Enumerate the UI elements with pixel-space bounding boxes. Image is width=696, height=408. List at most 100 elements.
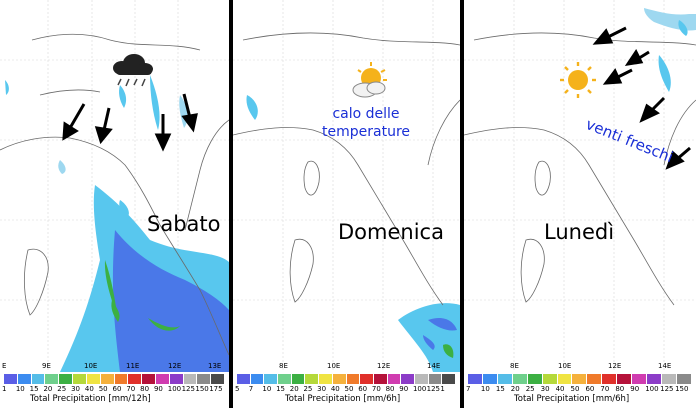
- colorbar-cell: [497, 374, 513, 384]
- colorbar-cell: [661, 374, 677, 384]
- colorbar-cell: [468, 374, 483, 384]
- colorbar-cell: [360, 374, 374, 384]
- map-domenica: [233, 0, 460, 372]
- colorbar-tick-label: 60: [112, 385, 122, 393]
- colorbar-tick-label: 7: [466, 385, 471, 393]
- axis-tick-label: 12E: [168, 362, 182, 370]
- colorbar-cell: [169, 374, 184, 384]
- colorbar-cell: [632, 374, 648, 384]
- colorbar-cell: [442, 374, 456, 384]
- colorbar-tick-label: 70: [600, 385, 610, 393]
- colorbar-cell: [305, 374, 320, 384]
- colorbar-tick-label: 20: [289, 385, 299, 393]
- axis-tick-label: 14E: [427, 362, 441, 370]
- colorbar-cell: [197, 374, 212, 384]
- note-line: calo delle: [332, 106, 400, 122]
- note-line: temperature: [322, 124, 410, 140]
- rain-cloud-icon: [113, 54, 153, 87]
- colorbar-tick-label: 5: [235, 385, 240, 393]
- colorbar-cell: [142, 374, 156, 384]
- colorbar-cell: [373, 374, 388, 384]
- colorbar-sabato: 1 10 15 20 25 30 40 50 60 70 80 90 100 125 150 175 Tota…: [0, 372, 229, 408]
- colorbar-tick-label: 70: [126, 385, 136, 393]
- colorbar-cell: [542, 374, 558, 384]
- colorbar-cell: [100, 374, 115, 384]
- precip-lunedi: [644, 8, 696, 92]
- colorbar-tick-label: 50: [98, 385, 108, 393]
- colorbar-tick-label: 70: [371, 385, 381, 393]
- colorbar-tick-label: 175: [209, 385, 223, 393]
- colorbar-cell: [278, 374, 292, 384]
- colorbar-tick-label: 15: [495, 385, 505, 393]
- colorbar-tick-label: 125: [181, 385, 195, 393]
- axis-tick-label: 9E: [42, 362, 51, 370]
- colorbar-tick-label: 7: [248, 385, 254, 393]
- colorbar-cell: [183, 374, 198, 384]
- colorbar-title: Total Precipitation [mm/6h]: [285, 394, 401, 404]
- colorbar-cell: [557, 374, 573, 384]
- axis-tick-label: 12E: [377, 362, 391, 370]
- colorbar-cell: [4, 374, 18, 384]
- colorbar-tick-label: 40: [555, 385, 565, 393]
- colorbar-cell: [428, 374, 443, 384]
- colorbar-lunedi: 7 10 15 20 25 30 40 50 60 70 80 90 100 125 150 Total P…: [464, 372, 696, 408]
- colorbar-cell: [346, 374, 361, 384]
- colorbar-cell: [114, 374, 129, 384]
- colorbar-cell: [155, 374, 170, 384]
- axis-tick-label: 8E: [279, 362, 288, 370]
- colorbar-tick-label: 30: [71, 385, 80, 393]
- colorbar-domenica: 5 7 10 15 20 25 30 40 50 60 70 80 90 100 125 1 Total Pr…: [233, 372, 460, 408]
- colorbar-tick-label: 50: [570, 385, 580, 393]
- axis-tick-label: 10E: [558, 362, 572, 370]
- sun-behind-cloud-icon: [352, 62, 387, 98]
- colorbar-tick-label: 15: [276, 385, 285, 393]
- axis-tick-label: 12E: [608, 362, 622, 370]
- colorbar-title: Total Precipitation [mm/6h]: [514, 394, 630, 404]
- colorbar-tick-label: 100: [645, 385, 659, 393]
- panel-sabato: Sabato E 9E 10E 11E 12E 13E: [0, 0, 229, 372]
- colorbar-cell: [602, 374, 618, 384]
- colorbar-cell: [617, 374, 633, 384]
- colorbar-cell: [128, 374, 143, 384]
- axis-tick-label: 10E: [84, 362, 98, 370]
- colorbar-tick-label: 10: [262, 385, 272, 393]
- colorbar-tick-label: 15: [29, 385, 39, 393]
- colorbar-tick-label: 60: [585, 385, 595, 393]
- colorbar-tick-label: 125: [660, 385, 674, 393]
- colorbar-cells: [4, 374, 225, 384]
- colorbar-cell: [319, 374, 333, 384]
- colorbar-cell: [482, 374, 498, 384]
- colorbar-cell: [31, 374, 46, 384]
- colorbar-cells: [237, 374, 456, 384]
- map-lunedi: [464, 0, 696, 372]
- colorbar-tick-label: 90: [153, 385, 163, 393]
- note-domenica: calo delle temperature: [311, 105, 421, 141]
- colorbar-cell: [512, 374, 528, 384]
- map-sabato: [0, 0, 229, 372]
- colorbar-cell: [45, 374, 60, 384]
- colorbar-tick-label: 90: [630, 385, 640, 393]
- colorbar-cell: [59, 374, 74, 384]
- axis-tick-label: 13E: [208, 362, 222, 370]
- colorbar-cells: [468, 374, 692, 384]
- sun-icon: [560, 62, 596, 98]
- axis-tick-label: 14E: [658, 362, 672, 370]
- colorbar-tick-label: 20: [510, 385, 520, 393]
- colorbar-tick-label: 25: [303, 385, 313, 393]
- wind-arrows-lunedi: [592, 26, 691, 170]
- colorbar-cell: [527, 374, 543, 384]
- precip-domenica: [246, 95, 460, 372]
- colorbar-cell: [237, 374, 251, 384]
- colorbar-tick-label: 10: [15, 385, 25, 393]
- colorbar-tick-label: 25: [525, 385, 535, 393]
- colorbar-tick-label: 20: [43, 385, 53, 393]
- colorbar-cell: [250, 374, 265, 384]
- day-label-sabato: Sabato: [147, 212, 221, 236]
- colorbar-tick-label: 1: [2, 385, 7, 393]
- day-label-domenica: Domenica: [338, 220, 444, 244]
- colorbar-tick-label: 30: [317, 385, 327, 393]
- colorbar-tick-label: 125: [426, 385, 440, 393]
- colorbar-title: Total Precipitation [mm/12h]: [30, 394, 151, 404]
- colorbar-tick-label: 100: [167, 385, 182, 393]
